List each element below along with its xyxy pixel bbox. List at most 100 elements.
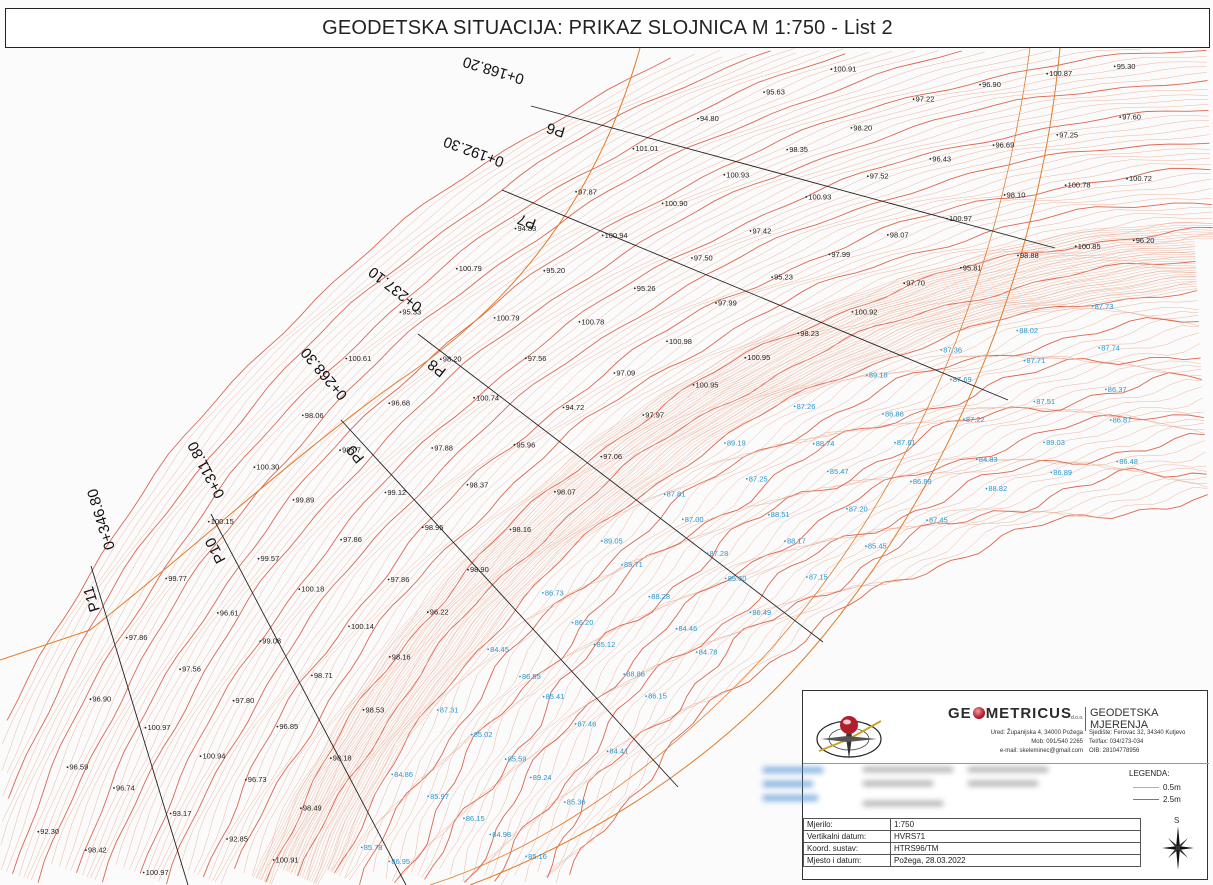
redacted-area [763,761,1093,821]
survey-point-marker [388,860,391,863]
survey-point-elevation: 97.42 [753,226,772,235]
survey-point-elevation: 97.06 [603,452,622,461]
survey-point-marker [805,196,808,198]
contour-line [359,317,1199,885]
contour-line [296,256,1196,876]
survey-point-marker [529,776,532,779]
survey-point-marker [963,418,965,421]
contour-line [283,243,1195,870]
email-line: e-mail: skeleminec@gmail.com [999,748,1083,754]
contour-line [6,57,672,721]
survey-point-marker [1116,460,1119,463]
contour-line [417,365,1202,876]
contour-line [12,53,846,875]
contour-line [37,50,962,883]
contour-line [220,198,1212,885]
survey-point-marker [1064,184,1067,187]
contour-line [26,50,916,879]
survey-point-elevation: 84.78 [699,648,718,657]
contour-line [30,50,939,881]
survey-point-marker [272,859,275,861]
profile-station: 0+168.20 [461,53,526,88]
survey-point-marker [692,384,695,386]
info-label: Mjerilo: [803,818,891,831]
contour-line [344,306,1199,878]
survey-point-marker [912,98,915,101]
legend-title: LEGENDA: [1129,769,1170,778]
survey-point-elevation: 100.90 [665,199,688,208]
survey-point-elevation: 85.47 [830,467,849,476]
survey-point-elevation: 89.19 [727,439,746,448]
survey-point-elevation: 100.92 [855,307,878,316]
survey-point-elevation: 98.07 [342,446,361,455]
survey-point-elevation: 85.41 [546,692,565,701]
survey-point-marker [632,147,635,150]
survey-point-marker [524,357,527,360]
survey-point-marker [292,499,295,501]
legend-label: 0.5m [1163,783,1181,792]
survey-point-marker [489,833,492,836]
survey-point-marker [691,257,693,259]
contour-line [306,266,1196,881]
contour-line [330,281,1197,872]
survey-point-elevation: 86.87 [1113,416,1132,425]
survey-point-marker [767,513,770,516]
survey-point-marker [399,311,402,313]
survey-point-marker [1033,400,1036,403]
info-label: Mjesto i datum: [803,854,891,867]
survey-point-marker [771,276,773,278]
profile-line [501,189,1009,401]
contour-line [258,227,1213,880]
survey-point-marker [513,443,516,446]
contour-line [332,283,1197,873]
survey-point-elevation: 87.22 [966,415,985,424]
contour-line [261,229,1213,881]
survey-point-elevation: 98.16 [392,652,411,661]
survey-point-marker [910,480,912,483]
survey-point-elevation: 100.94 [203,752,226,761]
survey-point-marker [504,758,507,761]
survey-point-marker [666,340,668,343]
survey-point-elevation: 97.25 [1059,130,1078,139]
survey-point-elevation: 100.15 [211,517,234,526]
survey-point-elevation: 88.51 [771,510,790,519]
survey-point-marker [661,202,664,205]
contour-line [439,379,1202,870]
survey-point-elevation: 98.88 [1020,251,1039,260]
survey-point-elevation: 97.09 [616,369,635,378]
survey-point-marker [745,478,748,480]
company-header: GE METRICUS d.o.o. GEODETSKA MJERENJA Ure… [803,691,1209,764]
survey-point-marker [826,470,829,473]
survey-point-elevation: 85.60 [728,574,747,583]
survey-point-elevation: 85.59 [508,755,527,764]
survey-point-elevation: 88.74 [816,439,835,448]
survey-point-marker [715,302,717,304]
survey-point-marker [466,483,469,486]
table-row: Mjerilo: 1:750 [803,818,1141,831]
survey-point-elevation: 87.45 [929,516,948,525]
contour-line [255,224,1213,879]
survey-point-elevation: 86.48 [1119,457,1138,466]
survey-point-marker [828,253,831,256]
survey-point-marker [1132,239,1135,242]
contour-line [393,343,1201,883]
survey-point-marker [388,656,391,658]
survey-point-elevation: 87.51 [1036,397,1055,406]
survey-point-marker [384,491,387,494]
survey-point-marker [311,674,313,677]
contour-line [243,207,1212,873]
survey-point-elevation: 84.41 [610,747,629,756]
survey-point-marker [749,230,752,232]
survey-point-marker [985,487,988,490]
survey-point-elevation: 87.61 [897,438,916,447]
survey-point-marker [894,441,896,444]
survey-point-elevation: 86.15 [466,814,485,823]
survey-point-elevation: 99.57 [261,554,280,563]
survey-point-marker [439,358,442,360]
survey-point-elevation: 97.22 [916,95,935,104]
contour-line [197,163,1211,876]
contour-line [6,48,844,872]
profile-station: 0+346.80 [84,487,119,552]
survey-point-elevation: 97.56 [528,354,547,363]
survey-point-marker [467,568,469,571]
